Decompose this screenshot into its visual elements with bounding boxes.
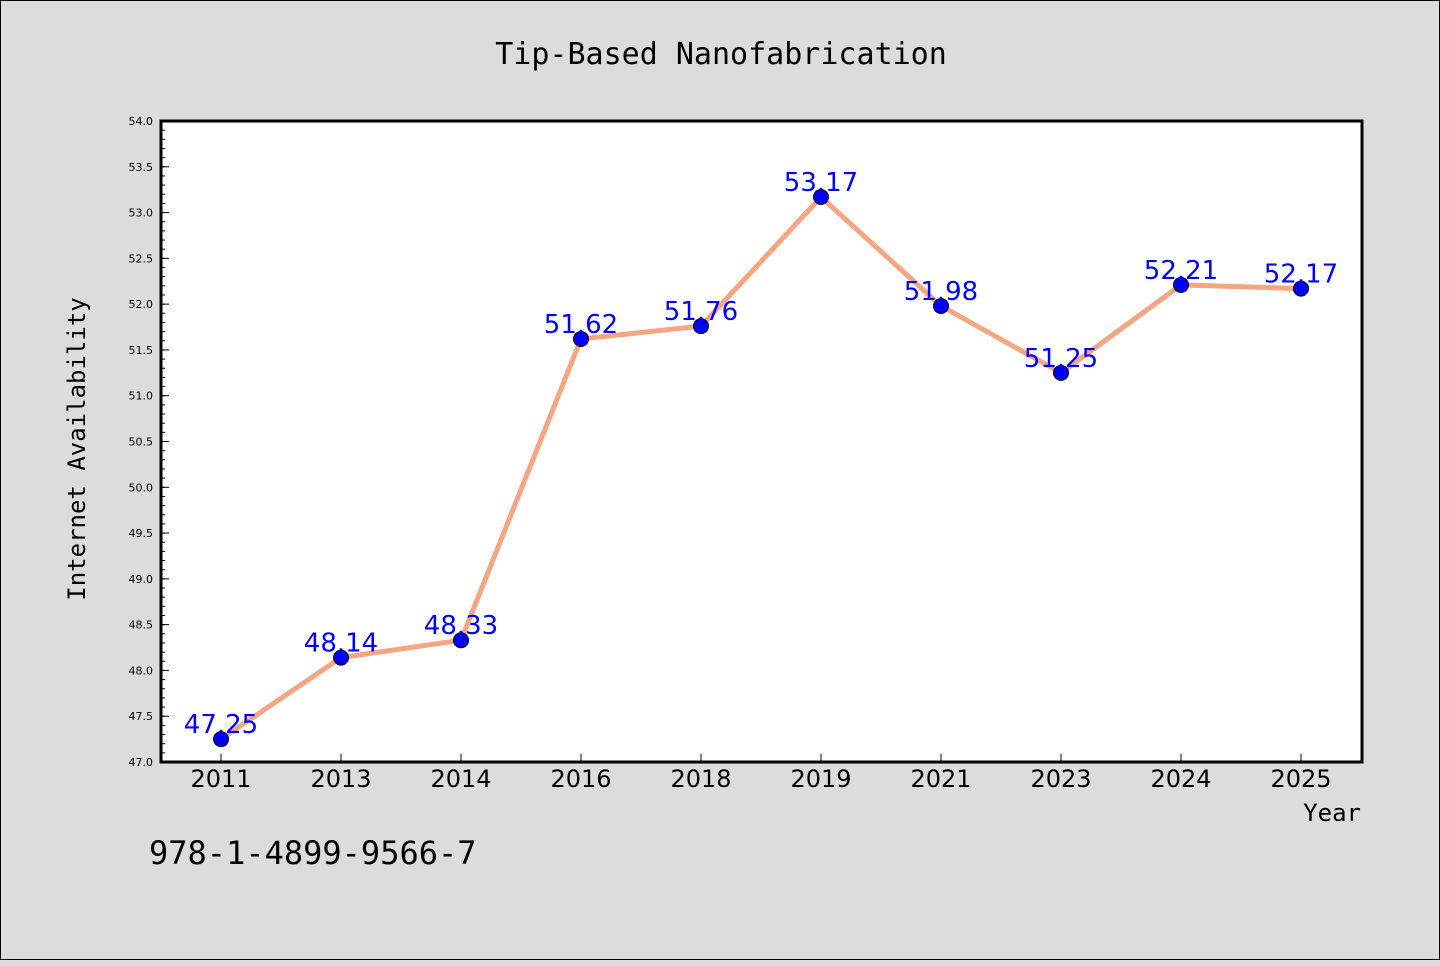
data-label: 48.14: [304, 629, 378, 659]
y-tick-label: 47.5: [129, 710, 154, 723]
y-tick-label: 54.0: [129, 115, 154, 128]
y-tick-label: 47.0: [129, 756, 154, 769]
data-label: 51.62: [544, 310, 618, 340]
data-point: [1173, 276, 1189, 293]
x-tick-label: 2024: [1150, 765, 1211, 793]
y-tick-label: 53.5: [129, 161, 154, 174]
x-axis-label: Year: [1303, 799, 1361, 827]
data-label: 53.17: [784, 168, 858, 198]
data-point: [213, 731, 229, 748]
isbn-footer: 978-1-4899-9566-7: [149, 834, 477, 872]
x-tick-label: 2011: [190, 765, 251, 793]
data-point: [1053, 364, 1069, 381]
y-tick-label: 50.0: [129, 481, 154, 494]
y-tick-label: 51.0: [129, 390, 154, 403]
y-tick-label: 50.5: [129, 436, 154, 449]
y-tick-label: 49.0: [129, 573, 154, 586]
y-tick-label: 48.0: [129, 664, 154, 677]
x-tick-label: 2018: [670, 765, 731, 793]
x-tick-label: 2023: [1030, 765, 1091, 793]
y-tick-label: 51.5: [129, 344, 154, 357]
data-label: 48.33: [424, 611, 498, 641]
data-point: [453, 632, 469, 649]
x-tick-label: 2013: [310, 765, 371, 793]
x-tick-label: 2016: [550, 765, 611, 793]
y-axis-label: Internet Availability: [63, 297, 91, 600]
x-tick-label: 2019: [790, 765, 851, 793]
y-tick-label: 48.5: [129, 619, 154, 632]
x-axis: 2011 2013 2014 2016 2018 2019 2021 2023 2024 2025: [190, 754, 1332, 793]
data-label: 51.98: [904, 277, 978, 307]
data-point: [933, 297, 949, 314]
plot-area: [159, 119, 1364, 764]
data-label: 52.17: [1264, 260, 1338, 290]
data-label: 51.76: [664, 297, 738, 327]
y-tick-label: 53.0: [129, 207, 154, 220]
data-point: [1293, 280, 1309, 297]
x-tick-label: 2021: [910, 765, 971, 793]
data-series: [213, 189, 1309, 748]
y-tick-label: 52.5: [129, 252, 154, 265]
data-point: [813, 189, 829, 206]
x-tick-label: 2014: [430, 765, 491, 793]
data-point: [573, 330, 589, 347]
series-line: [218, 194, 1304, 742]
chart-title: Tip-Based Nanofabrication: [495, 37, 947, 72]
y-tick-label: 49.5: [129, 527, 154, 540]
data-label: 52.21: [1144, 256, 1218, 286]
data-point: [333, 649, 349, 666]
data-point: [693, 318, 709, 335]
data-label: 47.25: [184, 710, 258, 740]
y-tick-label: 52.0: [129, 298, 154, 311]
y-axis: 47.0 47.5 48.0 48.5 49.0 49.5 50.0 50.5 51.0 51.5…: [129, 115, 169, 769]
x-tick-label: 2025: [1270, 765, 1331, 793]
data-label: 51.25: [1024, 344, 1098, 374]
data-labels: 47.25 48.14 48.33 51.62 51.76 53.17 51.98 51.25…: [184, 168, 1338, 740]
